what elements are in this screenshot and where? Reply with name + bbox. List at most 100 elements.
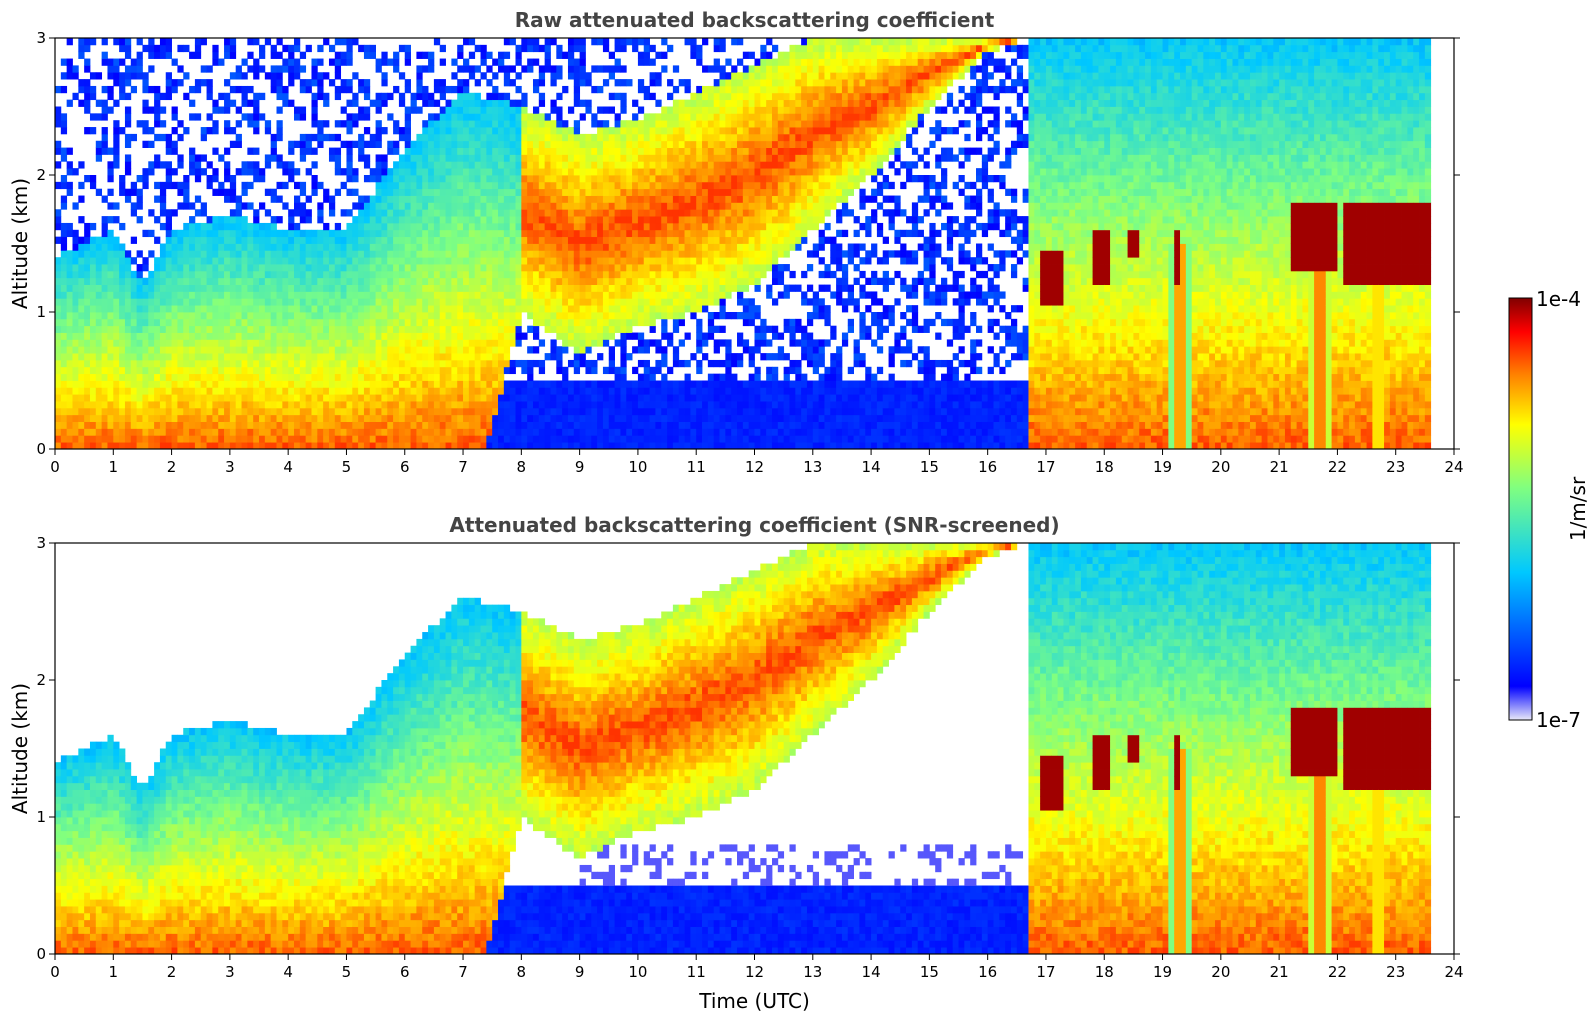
heatmap-cell <box>538 188 546 196</box>
heatmap-cell <box>124 339 132 347</box>
heatmap-cell <box>148 298 155 306</box>
heatmap-cell <box>352 99 359 107</box>
heatmap-cell <box>567 298 575 306</box>
heatmap-cell <box>416 359 423 368</box>
heatmap-cell <box>637 161 645 169</box>
heatmap-cell <box>416 325 423 333</box>
heatmap-cell <box>194 175 202 183</box>
heatmap-cell <box>393 140 400 148</box>
heatmap-cell <box>89 353 97 361</box>
heatmap-cell <box>299 298 307 306</box>
heatmap-cell <box>229 428 237 436</box>
heatmap-cell <box>154 181 161 190</box>
heatmap-cell <box>649 181 656 190</box>
heatmap-cell <box>567 380 575 388</box>
heatmap-cell <box>136 387 143 395</box>
heatmap-cell <box>107 318 114 327</box>
heatmap-cell <box>480 298 487 306</box>
heatmap-cell <box>282 168 289 176</box>
heatmap-cell <box>550 195 557 203</box>
heatmap-cell <box>241 312 248 320</box>
heatmap-cell <box>637 168 645 176</box>
heatmap-cell <box>532 421 540 429</box>
heatmap-cell <box>60 264 68 272</box>
heatmap-cell <box>55 277 62 285</box>
heatmap-cell <box>352 113 359 121</box>
heatmap-cell <box>165 250 172 258</box>
heatmap-cell <box>363 298 371 306</box>
heatmap-cell <box>579 401 586 409</box>
heatmap-cell <box>363 284 371 292</box>
heatmap-cell <box>311 394 318 402</box>
heatmap-cell <box>562 222 569 231</box>
heatmap-cell <box>451 236 458 244</box>
heatmap-cell <box>620 44 627 53</box>
heatmap-cell <box>340 401 347 409</box>
heatmap-cell <box>259 243 266 251</box>
heatmap-cell <box>264 401 272 409</box>
heatmap-cell <box>72 168 79 176</box>
heatmap-cell <box>119 222 126 231</box>
heatmap-cell <box>194 79 202 87</box>
heatmap-cell <box>113 359 120 368</box>
heatmap-cell <box>66 318 73 327</box>
heatmap-cell <box>177 346 184 354</box>
heatmap-cell <box>253 58 260 66</box>
heatmap-cell <box>328 421 336 429</box>
heatmap-cell <box>259 222 266 231</box>
heatmap-cell <box>667 366 674 375</box>
heatmap-cell <box>428 325 435 333</box>
heatmap-cell <box>346 222 353 231</box>
heatmap-cell <box>317 318 324 327</box>
heatmap-cell <box>404 435 411 443</box>
heatmap-cell <box>229 353 237 361</box>
heatmap-cell <box>410 407 417 416</box>
heatmap-cell <box>72 229 79 238</box>
heatmap-cell <box>550 394 557 402</box>
heatmap-cell <box>200 38 207 46</box>
heatmap-cell <box>194 222 202 231</box>
heatmap-cell <box>317 442 324 449</box>
heatmap-cell <box>101 298 108 306</box>
heatmap-cell <box>159 257 167 265</box>
heatmap-cell <box>124 44 132 53</box>
heatmap-cell <box>358 243 365 251</box>
heatmap-cell <box>480 312 487 320</box>
heatmap-cell <box>498 51 505 59</box>
heatmap-cell <box>218 414 225 422</box>
heatmap-cell <box>661 277 668 285</box>
heatmap-cell <box>474 175 481 183</box>
heatmap-cell <box>340 58 347 66</box>
heatmap-cell <box>194 38 202 46</box>
heatmap-cell <box>124 92 132 101</box>
heatmap-cell <box>562 291 569 299</box>
heatmap-cell <box>124 312 132 320</box>
heatmap-cell <box>451 428 458 436</box>
heatmap-cell <box>229 264 237 272</box>
heatmap-cell <box>620 414 627 422</box>
heatmap-cell <box>503 188 511 196</box>
heatmap-cell <box>608 318 615 327</box>
heatmap-cell <box>154 312 161 320</box>
heatmap-cell <box>608 442 615 449</box>
heatmap-cell <box>328 325 336 333</box>
heatmap-cell <box>474 394 481 402</box>
heatmap-cell <box>433 359 441 368</box>
heatmap-cell <box>532 188 540 196</box>
heatmap-cell <box>159 195 167 203</box>
heatmap-cell <box>544 401 551 409</box>
heatmap-cell <box>352 257 359 265</box>
heatmap-cell <box>637 147 645 155</box>
heatmap-cell <box>468 51 476 59</box>
heatmap-cell <box>323 195 330 203</box>
heatmap-cell <box>422 195 429 203</box>
heatmap-cell <box>130 72 138 80</box>
heatmap-cell <box>224 359 231 368</box>
heatmap-cell <box>480 291 487 299</box>
heatmap-cell <box>387 284 394 292</box>
heatmap-cell <box>119 312 126 320</box>
heatmap-cell <box>130 209 138 217</box>
heatmap-cell <box>72 312 79 320</box>
heatmap-cell <box>183 44 190 53</box>
heatmap-cell <box>387 209 394 217</box>
